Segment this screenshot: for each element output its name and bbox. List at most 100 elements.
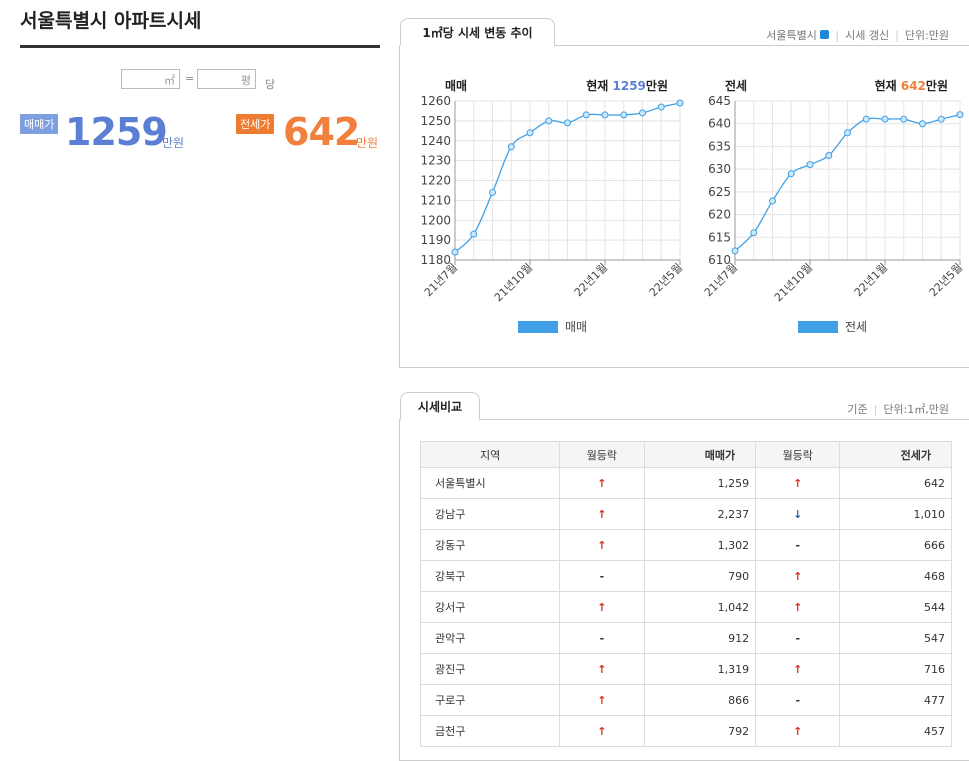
compare-table: 지역 월등락 매매가 월등락 전세가 서울특별시 ↑ 1,259 ↑ 642 강남구 ↑ 2,237 ↓ 1… <box>419 441 952 747</box>
point <box>676 99 684 107</box>
point <box>900 115 908 123</box>
price-cell: 1,042 <box>643 591 757 623</box>
lease-value: 642 <box>283 110 360 154</box>
column-header: 월등락 <box>755 441 841 468</box>
y-tick-label: 630 <box>708 162 731 176</box>
change-cell: - <box>755 622 841 654</box>
y-tick-label: 1260 <box>420 94 451 108</box>
pyeong-input[interactable]: 평 <box>197 69 256 89</box>
change-cell: - <box>755 529 841 561</box>
region-cell: 강동구 <box>419 529 561 561</box>
sale-value: 1259 <box>65 110 168 154</box>
lease-unit: 만원 <box>356 136 379 150</box>
point <box>582 111 590 119</box>
change-cell: ↑ <box>755 715 841 747</box>
table-row: 강북구 -790 ↑ 468 <box>419 560 952 592</box>
chart-title: 전세 <box>725 78 747 93</box>
point <box>750 229 758 237</box>
price-cell: 1,302 <box>643 529 757 561</box>
column-header: 매매가 <box>643 441 757 468</box>
x-tick-label: 22년5월 <box>647 261 685 299</box>
y-tick-label: 645 <box>708 94 731 108</box>
lease-badge: 전세가 <box>236 114 275 134</box>
unit: ㎡ <box>164 74 175 87</box>
point <box>639 109 646 117</box>
y-tick-label: 1180 <box>420 253 451 267</box>
sale-unit: 만원 <box>162 136 185 150</box>
x-tick-label: 22년1월 <box>572 261 610 299</box>
table-row: 강동구 ↑ 1,302-666 <box>419 529 952 561</box>
region[interactable]: 서울특별시 <box>766 29 817 42</box>
x-tick-label: 22년1월 <box>852 261 890 299</box>
price-cell: 1,259 <box>643 467 757 499</box>
point <box>507 143 515 151</box>
region-cell: 강북구 <box>419 560 561 592</box>
price-cell: 468 <box>839 560 952 592</box>
region-cell: 강서구 <box>419 591 561 623</box>
change-cell: ↑ <box>559 498 645 530</box>
price-cell: 477 <box>839 684 952 716</box>
change-cell: - <box>559 560 645 592</box>
point <box>526 129 534 137</box>
compare-header: 기준 | 단위:1㎡,만원 <box>847 403 949 416</box>
compare-tab[interactable]: 시세비교 <box>400 392 480 420</box>
price-cell: 457 <box>839 715 952 747</box>
point <box>806 161 814 169</box>
price-cell: 790 <box>643 560 757 592</box>
region-icon <box>820 30 830 39</box>
point <box>919 120 926 128</box>
table-row: 금천구 ↑ 792 ↑ 457 <box>419 715 952 747</box>
change-cell: ↑ <box>559 715 645 747</box>
point <box>844 129 851 137</box>
change-cell: ↑ <box>559 591 645 623</box>
price-cell: 666 <box>839 529 952 561</box>
current-number: 1259 <box>613 79 646 93</box>
unit: 단위:만원 <box>904 29 949 42</box>
suffix: 당 <box>265 78 276 91</box>
point <box>451 248 459 256</box>
column-header: 전세가 <box>839 441 952 468</box>
y-tick-label: 615 <box>708 230 731 244</box>
trend-tab[interactable]: 1㎡당 시세 변동 추이 <box>400 18 555 46</box>
table-row: 강남구 ↑ 2,237 ↓ 1,010 <box>419 498 952 530</box>
point <box>769 197 776 205</box>
y-tick-label: 1220 <box>420 174 451 188</box>
price-cell: 716 <box>839 653 952 685</box>
unit: 단위:1㎡,만원 <box>883 403 949 416</box>
y-tick-label: 610 <box>708 253 731 267</box>
change-cell: ↑ <box>755 653 841 685</box>
x-tick-label: 22년5월 <box>927 261 965 299</box>
equals: = <box>185 72 195 85</box>
point <box>601 111 609 119</box>
y-tick-label: 1190 <box>420 233 451 247</box>
price-cell: 912 <box>643 622 757 654</box>
point <box>825 152 833 160</box>
price-cell: 544 <box>839 591 952 623</box>
table-row: 구로구 ↑ 866-477 <box>419 684 952 716</box>
current-unit: 만원 <box>646 78 668 93</box>
point <box>956 111 964 119</box>
column-header: 지역 <box>419 441 561 468</box>
area-input[interactable]: ㎡ <box>121 69 180 89</box>
point <box>489 188 496 196</box>
region-cell: 광진구 <box>419 653 561 685</box>
point <box>545 117 553 125</box>
change-cell: ↑ <box>559 653 645 685</box>
current-number: 642 <box>901 79 926 93</box>
legend-swatch <box>798 321 838 333</box>
y-tick-label: 640 <box>708 117 731 131</box>
y-tick-label: 635 <box>708 139 731 153</box>
chart: 11801190120012101220123012401250126021년7… <box>420 78 685 334</box>
point <box>470 230 478 238</box>
change-cell: ↑ <box>559 529 645 561</box>
refresh[interactable]: 시세 갱신 <box>845 29 890 42</box>
table-row: 관악구 -912-547 <box>419 622 952 654</box>
change-cell: ↑ <box>755 467 841 499</box>
sale-badge: 매매가 <box>20 114 59 134</box>
y-tick-label: 1240 <box>420 134 451 148</box>
point <box>657 103 665 111</box>
point <box>937 115 945 123</box>
y-tick-label: 620 <box>708 208 731 222</box>
